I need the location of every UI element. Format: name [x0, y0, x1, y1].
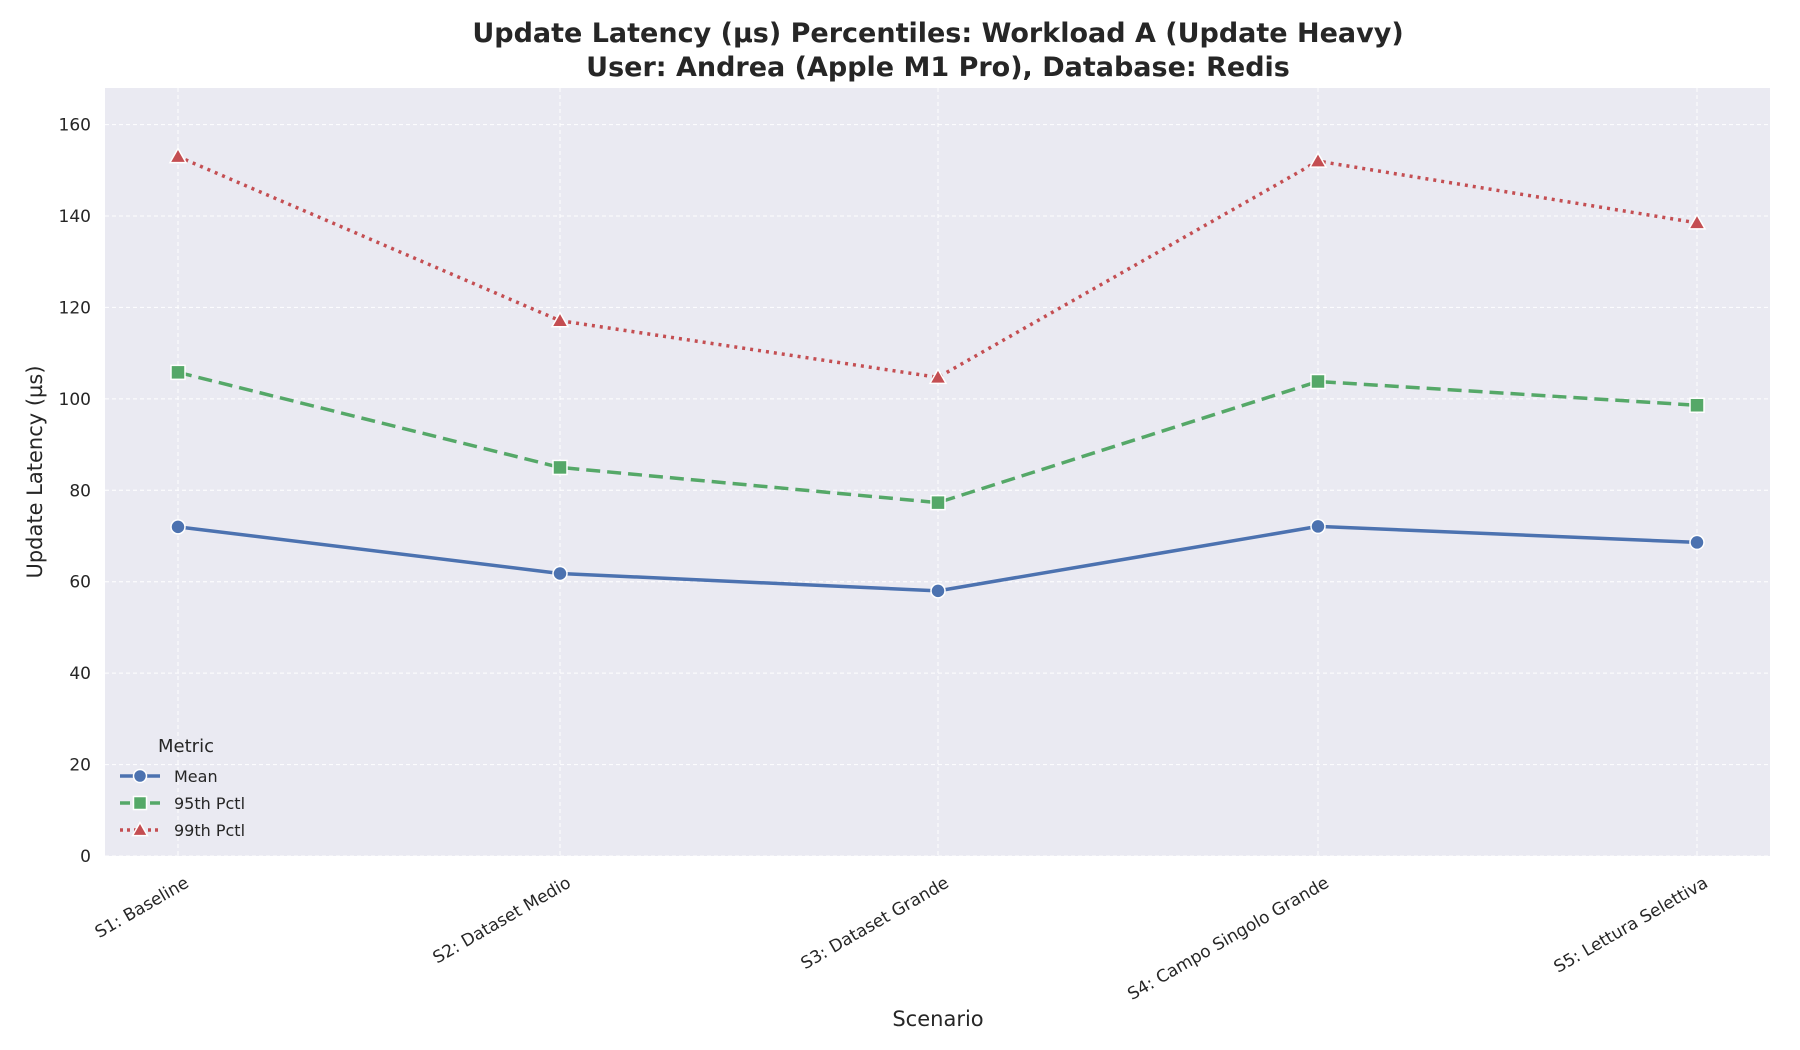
data-point [550, 311, 570, 328]
chart-title-line2: User: Andrea (Apple M1 Pro), Database: R… [586, 52, 1290, 83]
series-99th-pctl [168, 147, 1707, 385]
data-point [928, 367, 948, 385]
data-point [1687, 213, 1707, 230]
legend-marker [132, 768, 148, 784]
y-tick-label: 80 [69, 481, 91, 501]
legend-title: Metric [158, 736, 214, 757]
series-95th-pctl [170, 364, 1705, 511]
x-axis-label: Scenario [892, 1007, 983, 1031]
legend-marker [132, 795, 148, 811]
data-point [1689, 397, 1705, 414]
data-point [170, 519, 186, 535]
data-point [552, 565, 568, 582]
y-axis-ticks: 0 20 40 60 80 100 120 140 160 [59, 116, 91, 867]
data-point [930, 583, 946, 599]
legend-label: 95th Pctl [174, 794, 245, 813]
y-tick-label: 100 [59, 390, 91, 410]
x-tick-label: S5: Lettura Selettiva [1551, 873, 1712, 977]
data-point [1310, 518, 1326, 535]
data-point [168, 147, 188, 164]
y-tick-label: 0 [80, 847, 91, 867]
series-mean [170, 518, 1705, 599]
x-tick-label: S1: Baseline [92, 873, 193, 943]
data-point [1310, 373, 1326, 390]
legend-item: 99th Pctl [120, 821, 245, 840]
data-point [1308, 151, 1328, 168]
x-tick-label: S2: Dataset Medio [430, 873, 575, 968]
data-point [930, 494, 946, 511]
x-tick-label: S3: Dataset Grande [798, 873, 953, 974]
y-tick-label: 140 [59, 207, 91, 227]
grid-lines [105, 88, 1770, 857]
x-axis-ticks: S1: Baseline S2: Dataset Medio S3: Dataset… [92, 873, 1712, 1005]
y-tick-label: 60 [69, 573, 91, 593]
y-tick-label: 40 [69, 664, 91, 684]
legend-item: 95th Pctl [120, 794, 245, 813]
x-tick-label: S4: Campo Singolo Grande [1124, 873, 1332, 1005]
series-line [177, 370, 1698, 505]
data-point [170, 364, 186, 381]
legend-label: 99th Pctl [174, 821, 245, 840]
data-point [1689, 534, 1705, 551]
legend-marker [131, 821, 149, 837]
y-tick-label: 120 [59, 298, 91, 318]
legend: Metric Mean 95th Pctl 99th Pctl [120, 736, 245, 840]
series-layer [168, 147, 1707, 599]
data-point [552, 459, 568, 476]
y-tick-label: 20 [69, 756, 91, 776]
y-axis-label: Update Latency (µs) [23, 365, 47, 578]
y-tick-label: 160 [59, 116, 91, 136]
chart-title-line1: Update Latency (µs) Percentiles: Workloa… [472, 18, 1403, 49]
legend-item: Mean [120, 767, 218, 786]
legend-label: Mean [174, 767, 218, 786]
